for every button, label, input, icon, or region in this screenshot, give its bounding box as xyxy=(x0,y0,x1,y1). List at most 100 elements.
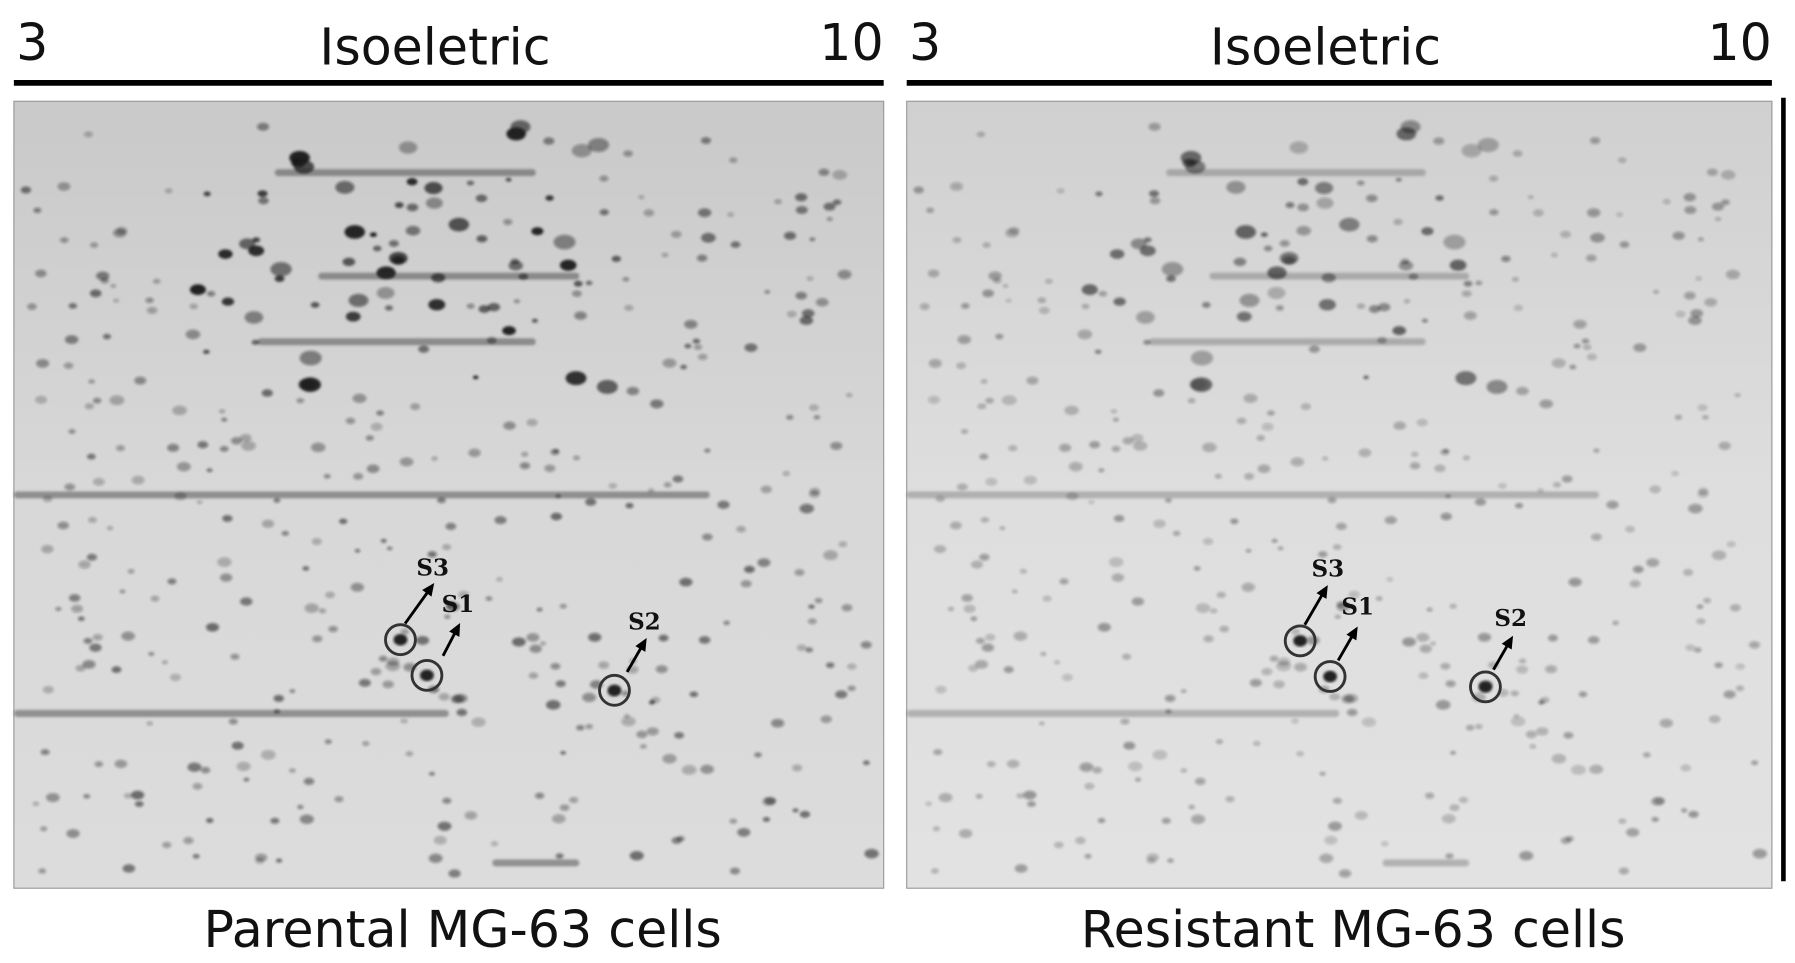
gel-spot xyxy=(1084,854,1092,859)
gel-spot xyxy=(1332,544,1342,551)
gel-spot xyxy=(1006,759,1020,769)
gel-spot xyxy=(1066,492,1079,501)
gel-spot xyxy=(153,278,161,284)
gel-spot xyxy=(1683,569,1694,576)
gel-spot xyxy=(1319,853,1334,863)
gel-spot xyxy=(418,345,430,353)
gel-spot xyxy=(1409,462,1421,470)
gel-spot xyxy=(1290,457,1305,467)
gel-spot xyxy=(799,810,811,818)
gel-spot xyxy=(1297,178,1309,186)
gel-spot xyxy=(837,269,852,280)
gel-spot xyxy=(122,864,136,873)
gel-spot xyxy=(1318,551,1328,558)
gel-spot xyxy=(325,591,335,599)
gel-spot xyxy=(496,577,503,582)
gel-spot xyxy=(1348,590,1360,599)
gel-spot xyxy=(847,685,856,692)
gel-spot xyxy=(370,423,383,431)
gel-spot xyxy=(679,577,693,587)
panel-caption: Parental MG-63 cells xyxy=(203,900,721,959)
gel-spot xyxy=(701,533,713,541)
gel-spot xyxy=(1445,853,1454,859)
gel-spot xyxy=(1139,245,1156,257)
gel-spot xyxy=(982,242,991,248)
gel-spot xyxy=(933,749,943,756)
gel-spot xyxy=(1392,326,1407,336)
gel-spot xyxy=(1368,305,1381,313)
gel-spot xyxy=(450,694,464,704)
gel-spot xyxy=(1136,311,1155,324)
gel-spot xyxy=(640,744,647,749)
gel-spot xyxy=(176,462,191,472)
gel-spot xyxy=(674,732,685,739)
gel-spot xyxy=(926,207,934,213)
gel-spot xyxy=(40,749,50,756)
gel-spot xyxy=(1023,790,1037,800)
gel-spot xyxy=(1693,647,1702,653)
gel-spot xyxy=(1109,249,1125,259)
gel-spot xyxy=(1377,337,1387,344)
spot-label: S2 xyxy=(628,608,661,635)
gel-spot xyxy=(1734,393,1741,398)
gel-spot xyxy=(975,794,983,799)
gel-spot xyxy=(106,526,114,531)
gel-spot xyxy=(744,565,755,574)
gel-spot xyxy=(1578,691,1588,698)
gel-spot xyxy=(717,500,730,509)
spot xyxy=(393,633,408,646)
gel-spot xyxy=(545,195,554,201)
gel-spot xyxy=(1553,482,1561,488)
gel-spot xyxy=(1149,197,1161,205)
gel-spot xyxy=(546,700,561,710)
gel-spot xyxy=(366,464,380,473)
gel-spot xyxy=(658,634,669,642)
spot-annotations: S3 S1 S2 xyxy=(1283,555,1527,704)
gel-spot xyxy=(764,290,771,294)
gel-spot xyxy=(68,594,81,602)
arrow-head xyxy=(449,622,461,637)
spot-circle xyxy=(384,623,417,657)
gel-spot xyxy=(1081,303,1090,310)
gel-spot xyxy=(596,379,618,394)
gel-spot xyxy=(114,759,128,769)
gel-spot xyxy=(1075,837,1086,844)
gel-spot xyxy=(1064,405,1079,416)
gel-spot xyxy=(813,415,821,420)
gel-streak xyxy=(274,169,536,177)
gel-spot xyxy=(588,632,602,642)
gel-spot xyxy=(1449,603,1457,609)
gel-spot xyxy=(1111,573,1124,582)
gel-spot xyxy=(273,694,284,702)
gel-spot xyxy=(1649,485,1661,494)
gel-spot xyxy=(134,376,147,385)
gel-spot xyxy=(376,266,396,280)
gel-spot xyxy=(1569,364,1577,370)
gel-spot xyxy=(121,631,135,641)
gel-spot xyxy=(1042,595,1052,602)
gel-spot xyxy=(1675,310,1686,318)
gel-spot xyxy=(1513,714,1520,719)
gel-spot xyxy=(348,293,369,307)
gel-spot xyxy=(1153,519,1166,528)
gel-spot xyxy=(841,604,853,612)
gel-spot xyxy=(1012,589,1018,594)
gel-spot xyxy=(826,662,835,668)
gel-spot xyxy=(86,453,96,460)
gel-spot xyxy=(274,275,285,282)
axis-label: Isoeletric xyxy=(319,17,550,76)
gel-spot xyxy=(339,518,348,525)
gel-spot xyxy=(671,230,682,238)
gel-spot xyxy=(1277,657,1291,666)
gel-spot xyxy=(830,441,843,450)
gel-spot xyxy=(239,238,256,250)
gel-spot xyxy=(1632,565,1644,574)
gel-streak xyxy=(492,859,580,867)
gel-spot xyxy=(192,783,203,790)
gel-spot xyxy=(57,521,70,530)
gel-spot xyxy=(799,315,814,325)
gel-spot xyxy=(814,597,823,604)
gel-spot xyxy=(823,550,838,561)
gel-spot xyxy=(63,362,74,369)
gel-spot xyxy=(1537,488,1544,493)
